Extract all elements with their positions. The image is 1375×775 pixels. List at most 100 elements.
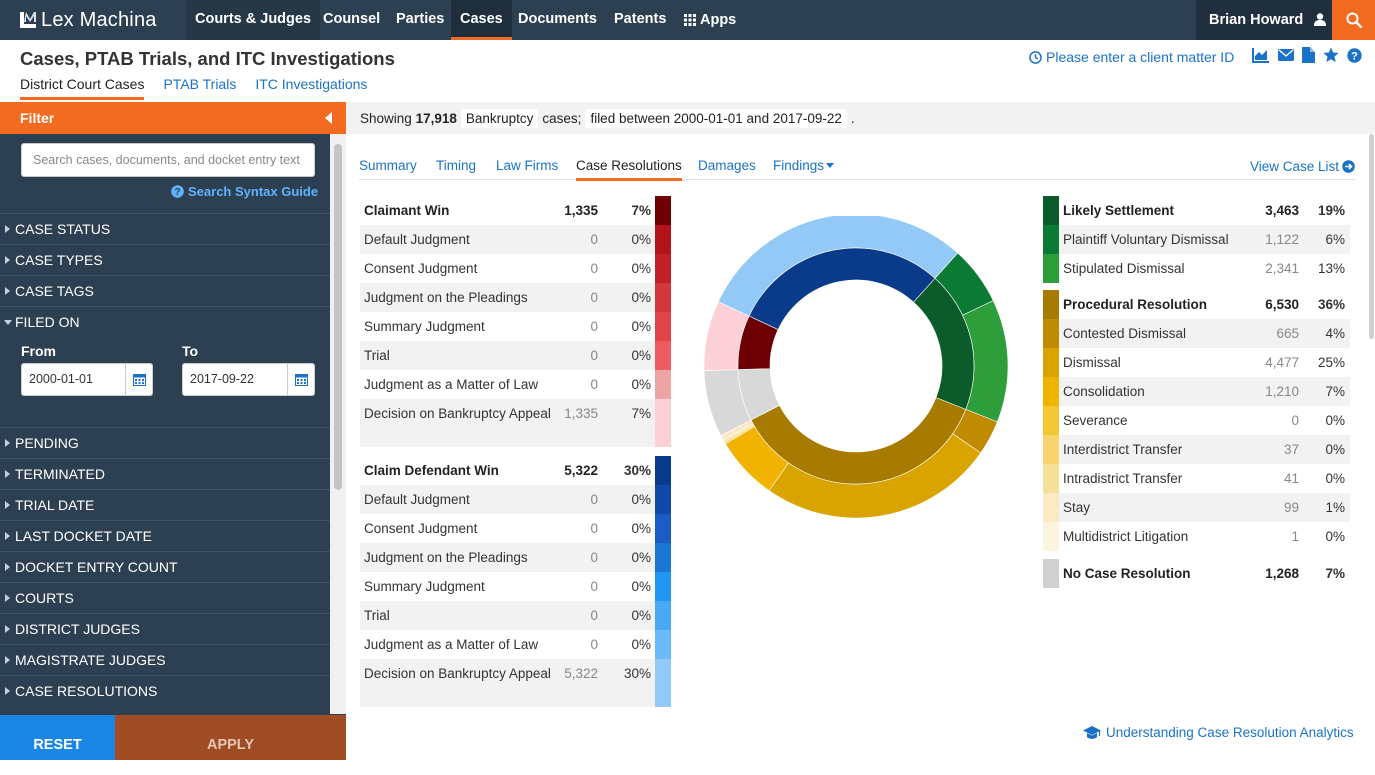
star-icon[interactable] <box>1323 47 1339 63</box>
tab-ptab-trials[interactable]: PTAB Trials <box>163 76 237 92</box>
filter-courts[interactable]: COURTS <box>0 582 330 613</box>
calendar-icon[interactable] <box>125 364 152 395</box>
nav-patents[interactable]: Patents <box>614 11 667 27</box>
to-date-field[interactable]: 2017-09-22 <box>182 363 315 396</box>
view-case-list-link[interactable]: View Case List <box>1250 159 1355 174</box>
resolution-group-row[interactable]: Procedural Resolution 6,530 36% <box>1043 290 1350 319</box>
graduation-cap-icon <box>1083 725 1101 739</box>
filter-trial-date[interactable]: TRIAL DATE <box>0 489 330 520</box>
document-icon[interactable] <box>1302 47 1315 63</box>
apply-button[interactable]: APPLY <box>115 715 346 760</box>
resolution-row[interactable]: Judgment on the Pleadings 0 0% <box>360 283 671 312</box>
resolution-count: 0 <box>590 232 598 247</box>
resolution-row[interactable]: Decision on Bankruptcy Appeal 1,335 7% <box>360 399 671 428</box>
filter-pending[interactable]: PENDING <box>0 427 330 458</box>
resolution-group-row[interactable]: No Case Resolution 1,268 7% <box>1043 559 1350 588</box>
help-icon[interactable]: ? <box>1347 47 1362 63</box>
filter-filed-on[interactable]: FILED ON <box>0 306 330 337</box>
color-swatch <box>655 659 671 688</box>
filter-magistrate-judges[interactable]: MAGISTRATE JUDGES <box>0 644 330 675</box>
client-matter-link[interactable]: Please enter a client matter ID <box>1029 49 1234 65</box>
lex-machina-logo[interactable]: Lex Machina <box>19 0 157 40</box>
resolution-row[interactable]: Consolidation 1,210 7% <box>1043 377 1350 406</box>
resolution-row[interactable]: Contested Dismissal 665 4% <box>1043 319 1350 348</box>
resolution-row[interactable]: Default Judgment 0 0% <box>360 485 671 514</box>
resolution-group-row[interactable]: Claimant Win 1,335 7% <box>360 196 671 225</box>
filter-terminated[interactable]: TERMINATED <box>0 458 330 489</box>
resolution-row[interactable]: Plaintiff Voluntary Dismissal 1,122 6% <box>1043 225 1350 254</box>
global-search-button[interactable] <box>1332 0 1375 40</box>
case-type-chip[interactable]: Bankruptcy <box>460 108 539 128</box>
expand-arrow-icon <box>5 563 10 571</box>
search-input[interactable] <box>21 143 315 177</box>
filter-case-tags[interactable]: CASE TAGS <box>0 275 330 306</box>
tab-damages[interactable]: Damages <box>698 158 756 173</box>
tab-findings[interactable]: Findings <box>773 158 835 178</box>
resolution-row[interactable]: Summary Judgment 0 0% <box>360 312 671 341</box>
nav-documents[interactable]: Documents <box>518 11 597 27</box>
nav-cases[interactable]: Cases <box>451 0 512 40</box>
resolution-row[interactable]: Intradistrict Transfer 41 0% <box>1043 464 1350 493</box>
resolution-group-row[interactable]: Claim Defendant Win 5,322 30% <box>360 456 671 485</box>
filter-docket-entry-count[interactable]: DOCKET ENTRY COUNT <box>0 551 330 582</box>
resolution-row[interactable]: Summary Judgment 0 0% <box>360 572 671 601</box>
resolution-row[interactable]: Dismissal 4,477 25% <box>1043 348 1350 377</box>
resolution-row[interactable]: Judgment as a Matter of Law 0 0% <box>360 630 671 659</box>
filed-date-chip[interactable]: filed between 2000-01-01 and 2017-09-22 <box>585 108 847 128</box>
view-case-list-label: View Case List <box>1249 159 1339 174</box>
filter-last-docket-date[interactable]: LAST DOCKET DATE <box>0 520 330 551</box>
logo-icon <box>20 12 36 28</box>
nav-counsel[interactable]: Counsel <box>323 11 381 27</box>
resolution-row[interactable]: Judgment on the Pleadings 0 0% <box>360 543 671 572</box>
resolution-row[interactable]: Judgment as a Matter of Law 0 0% <box>360 370 671 399</box>
sidebar-scrollbar[interactable] <box>330 134 346 714</box>
resolution-group-row[interactable]: Likely Settlement 3,463 19% <box>1043 196 1350 225</box>
nav-parties[interactable]: Parties <box>396 11 445 27</box>
inner-slice-claim-defendant-win[interactable] <box>748 247 936 330</box>
tab-summary[interactable]: Summary <box>359 158 417 173</box>
tab-district-court-cases[interactable]: District Court Cases <box>20 76 145 100</box>
filter-district-judges[interactable]: DISTRICT JUDGES <box>0 613 330 644</box>
filter-case-types[interactable]: CASE TYPES <box>0 244 330 275</box>
nav-courts-judges[interactable]: Courts & Judges <box>186 0 321 40</box>
email-icon[interactable] <box>1278 48 1294 62</box>
tab-timing[interactable]: Timing <box>436 158 477 173</box>
collapse-arrow-icon[interactable] <box>325 112 332 124</box>
user-menu[interactable]: Brian Howard <box>1196 0 1332 40</box>
resolution-percent: 0% <box>1325 529 1345 544</box>
filter-case-resolutions[interactable]: CASE RESOLUTIONS <box>0 675 330 706</box>
resolution-row[interactable]: Multidistrict Litigation 1 0% <box>1043 522 1350 551</box>
resolution-label: Default Judgment <box>364 492 470 507</box>
resolution-row[interactable]: Severance 0 0% <box>1043 406 1350 435</box>
color-swatch <box>655 428 671 447</box>
resolution-row[interactable]: Decision on Bankruptcy Appeal 5,322 30% <box>360 659 671 688</box>
filter-header[interactable]: Filter <box>0 102 346 134</box>
resolution-row[interactable]: Trial 0 0% <box>360 601 671 630</box>
resolution-row[interactable]: Stay 99 1% <box>1043 493 1350 522</box>
resolution-row[interactable]: Default Judgment 0 0% <box>360 225 671 254</box>
reset-button[interactable]: RESET <box>0 715 115 760</box>
resolution-label: Contested Dismissal <box>1063 326 1187 341</box>
resolution-row[interactable]: Consent Judgment 0 0% <box>360 514 671 543</box>
tab-itc-investigations[interactable]: ITC Investigations <box>255 76 368 92</box>
tab-case-resolutions[interactable]: Case Resolutions <box>576 158 682 181</box>
nav-apps[interactable]: Apps <box>675 0 745 40</box>
resolution-label: Procedural Resolution <box>1063 297 1208 312</box>
filter-sidebar: Filter ? Search Syntax Guide CASE STATUS… <box>0 102 346 760</box>
sidebar-scrollbar-thumb[interactable] <box>334 144 342 490</box>
main-scrollbar[interactable] <box>1368 134 1375 760</box>
from-date-field[interactable]: 2000-01-01 <box>21 363 153 396</box>
resolution-row[interactable]: Stipulated Dismissal 2,341 13% <box>1043 254 1350 283</box>
color-swatch <box>1043 464 1059 493</box>
resolution-row[interactable]: Consent Judgment 0 0% <box>360 254 671 283</box>
calendar-icon[interactable] <box>287 364 314 395</box>
understanding-analytics-link[interactable]: Understanding Case Resolution Analytics <box>1083 725 1354 740</box>
filter-case-status[interactable]: CASE STATUS <box>0 213 330 244</box>
main-scrollbar-thumb[interactable] <box>1369 134 1374 339</box>
resolution-row[interactable]: Interdistrict Transfer 37 0% <box>1043 435 1350 464</box>
tab-law-firms[interactable]: Law Firms <box>496 158 559 173</box>
search-syntax-guide-link[interactable]: ? Search Syntax Guide <box>171 184 318 199</box>
resolution-row[interactable]: Trial 0 0% <box>360 341 671 370</box>
analytics-chart-icon[interactable] <box>1252 47 1270 63</box>
resolution-label: Stipulated Dismissal <box>1063 261 1185 276</box>
